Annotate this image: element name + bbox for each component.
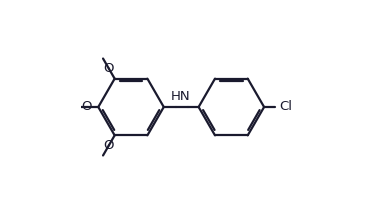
Text: O: O	[82, 101, 92, 113]
Text: O: O	[104, 139, 114, 152]
Text: HN: HN	[170, 90, 190, 103]
Text: Cl: Cl	[279, 101, 292, 113]
Text: O: O	[104, 62, 114, 75]
